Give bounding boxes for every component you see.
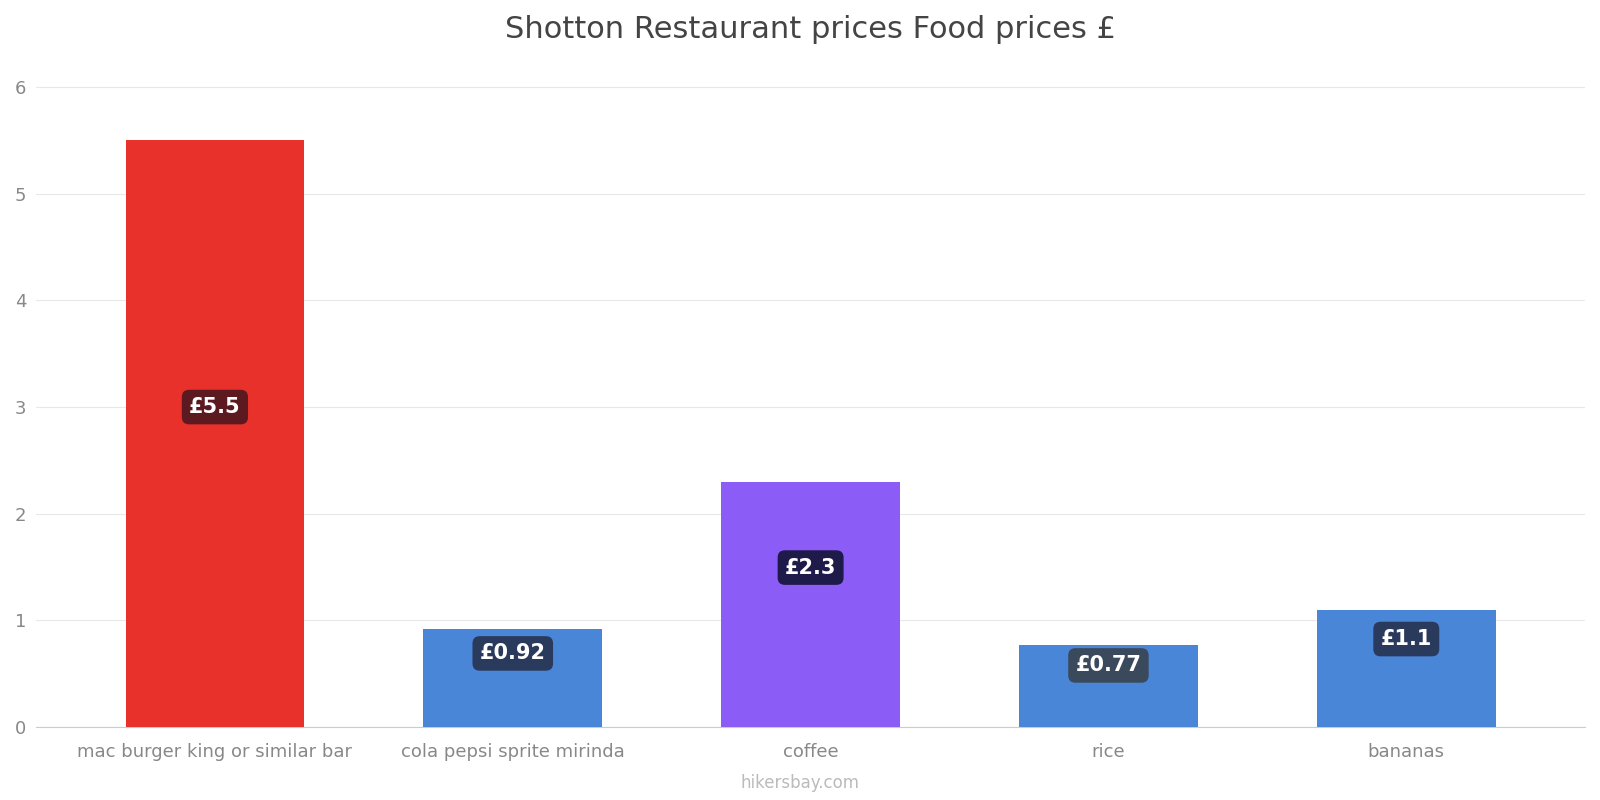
- Title: Shotton Restaurant prices Food prices £: Shotton Restaurant prices Food prices £: [506, 15, 1117, 44]
- Text: £5.5: £5.5: [189, 397, 240, 417]
- Bar: [125, 141, 304, 727]
- Bar: [722, 482, 899, 727]
- Text: £1.1: £1.1: [1381, 629, 1432, 649]
- Bar: [1317, 610, 1496, 727]
- Text: £0.77: £0.77: [1075, 655, 1141, 675]
- Text: £2.3: £2.3: [786, 558, 837, 578]
- Bar: [424, 629, 602, 727]
- Text: £0.92: £0.92: [480, 643, 546, 663]
- Text: hikersbay.com: hikersbay.com: [741, 774, 859, 792]
- Bar: [1019, 645, 1198, 727]
